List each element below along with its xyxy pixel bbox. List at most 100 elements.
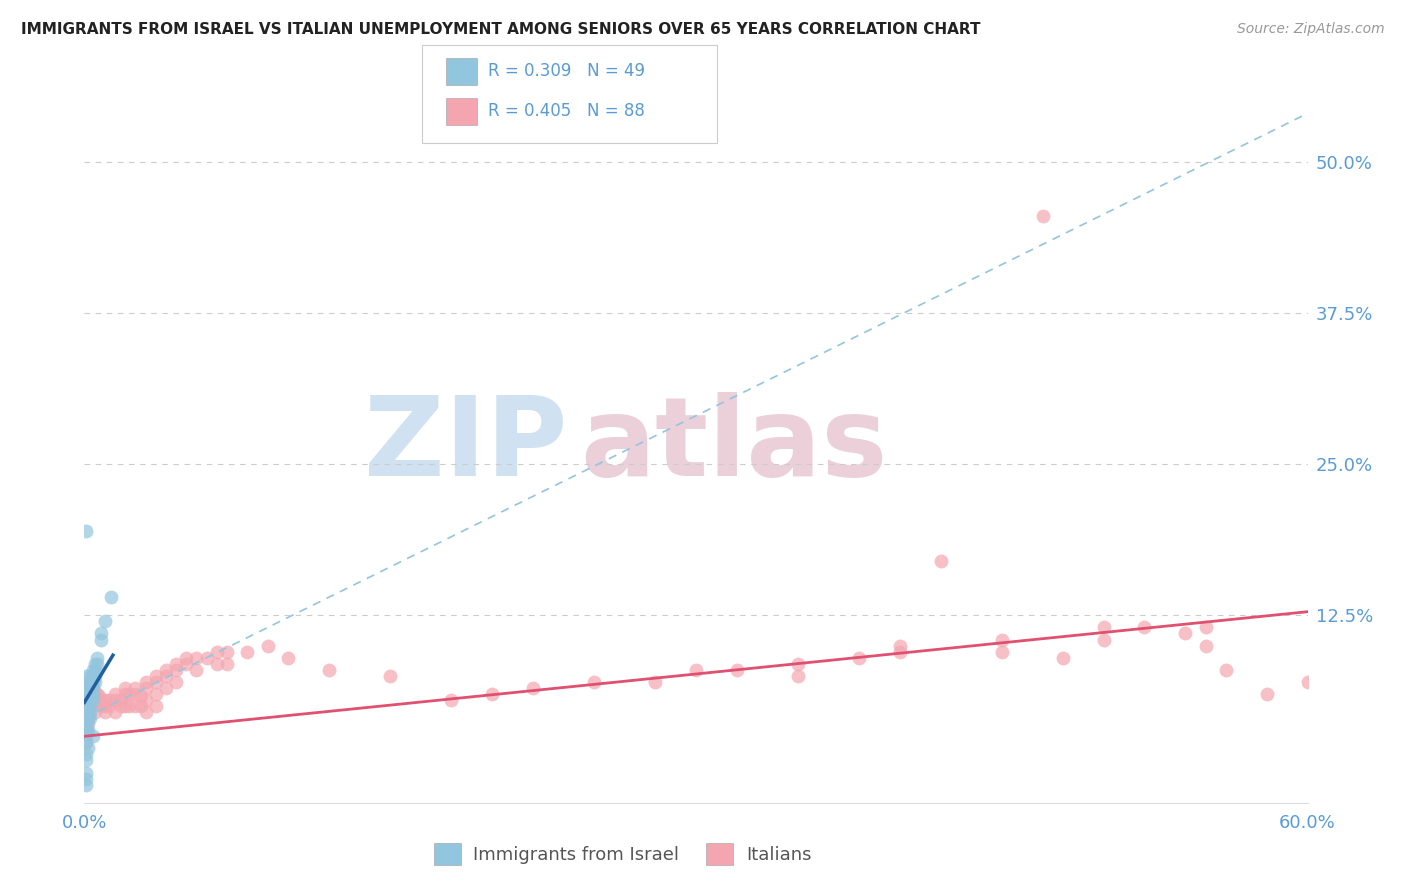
Point [82,729,104,743]
Point [75,693,97,707]
Point [77,674,100,689]
Point [174,657,197,671]
Point [685,663,707,677]
Point [104,687,127,701]
Point [75,735,97,749]
Point [104,693,127,707]
Point [195,650,218,665]
Point [82,687,104,701]
Point [75,705,97,719]
Point [75,754,97,768]
Point [1052,650,1074,665]
Point [991,632,1014,647]
Point [155,669,177,683]
Point [131,690,153,704]
Point [79,687,101,701]
Point [82,693,104,707]
Point [889,639,911,653]
Point [93,615,115,629]
Point [145,699,167,714]
Point [165,674,187,689]
Point [114,687,136,701]
Point [118,687,141,701]
Point [87,697,110,711]
Point [77,741,100,756]
Point [83,669,105,683]
Point [75,699,97,714]
Point [277,650,299,665]
Point [725,663,748,677]
Point [145,674,167,689]
Point [75,681,97,695]
Point [100,590,122,604]
Point [75,717,97,731]
Point [79,693,101,707]
Point [145,669,167,683]
Point [75,778,97,792]
Point [77,693,100,707]
Point [77,711,100,725]
Point [97,693,120,707]
Point [135,681,157,695]
Point [114,681,136,695]
Point [77,681,100,695]
Point [124,699,146,714]
Text: ZIP: ZIP [364,392,568,500]
Point [83,663,105,677]
Y-axis label: Unemployment Among Seniors over 65 years: Unemployment Among Seniors over 65 years [0,272,7,620]
Point [186,663,208,677]
Point [75,711,97,725]
Point [75,524,97,538]
Point [318,663,340,677]
Point [75,765,97,780]
Point [124,687,146,701]
Point [79,681,101,695]
Text: Source: ZipAtlas.com: Source: ZipAtlas.com [1237,22,1385,37]
Point [90,699,112,714]
Point [257,639,280,653]
Point [1296,674,1319,689]
Point [86,657,108,671]
Point [1256,687,1278,701]
Point [83,674,105,689]
Point [79,699,101,714]
Point [1032,209,1054,223]
Point [77,723,100,738]
Point [75,723,97,738]
Point [205,645,228,659]
Point [110,693,132,707]
Point [77,705,100,719]
Point [440,693,463,707]
Point [135,674,157,689]
Point [90,693,112,707]
Point [82,687,104,701]
Point [165,657,187,671]
Point [75,711,97,725]
Point [82,681,104,695]
Point [155,681,177,695]
Point [83,705,105,719]
Point [787,657,810,671]
Point [75,747,97,762]
Point [104,705,127,719]
Point [481,687,503,701]
Point [787,669,810,683]
Point [75,723,97,738]
Point [1133,620,1156,634]
Point [124,681,146,695]
Point [75,772,97,786]
Point [1092,620,1115,634]
Point [82,663,104,677]
Point [1195,620,1218,634]
Point [83,687,105,701]
Point [135,693,157,707]
Point [1195,639,1218,653]
Point [77,681,100,695]
Text: R = 0.309   N = 49: R = 0.309 N = 49 [488,62,645,80]
Point [110,699,132,714]
Point [82,681,104,695]
Point [97,699,120,714]
Point [1092,632,1115,647]
Point [75,729,97,743]
Point [145,687,167,701]
